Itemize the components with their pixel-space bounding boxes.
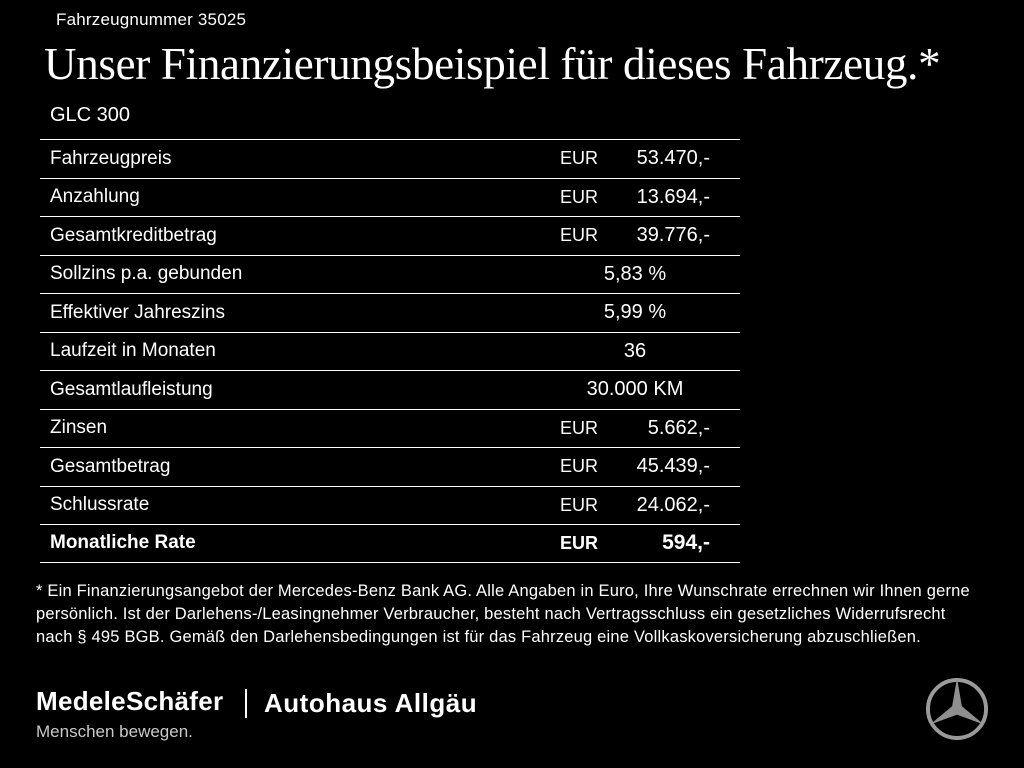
mercedes-star-icon [924,676,990,747]
dealer1-tagline: Menschen bewegen. [36,722,193,741]
row-label: Gesamtbetrag [50,455,171,477]
vehicle-number: Fahrzeugnummer 35025 [56,10,247,29]
row-label: Anzahlung [50,186,140,208]
row-amount: EUR 39.776,- [560,224,740,247]
row-label: Monatliche Rate [50,532,196,554]
row-amount: EUR 594,- [560,531,740,555]
row-value: 5,99 % [603,301,667,324]
row-currency: EUR [560,148,599,169]
row-amount: 36 [560,340,740,363]
row-label: Schlussrate [50,494,150,516]
row-currency: EUR [560,494,599,515]
row-label: Sollzins p.a. gebunden [50,263,243,285]
row-value: 5.662,- [647,416,710,439]
dealer2-name: Autohaus Allgäu [264,688,478,718]
table-row: Gesamtbetrag EUR 45.439,- [40,447,740,486]
table-row: Gesamtlaufleistung 30.000 KM [40,370,740,409]
row-amount: 30.000 KM [560,378,740,401]
table-row: Effektiver Jahreszins 5,99 % [40,293,740,332]
row-currency: EUR [560,417,599,438]
row-value: 5,83 % [603,262,667,285]
row-value: 36 [623,339,647,362]
row-amount: EUR 13.694,- [560,186,740,209]
page-title: Unser Finanzierungsbeispiel für dieses F… [44,39,941,89]
row-value: 24.062,- [636,493,710,516]
row-amount: EUR 24.062,- [560,494,740,517]
dealer1-name: MedeleSchäfer [36,686,224,716]
row-amount: EUR 45.439,- [560,455,740,478]
financing-footnote: * Ein Finanzierungsangebot der Mercedes-… [36,582,970,646]
row-value: 30.000 KM [586,378,684,401]
dealer-medele-schaefer: MedeleSchäfer Menschen bewegen. [36,686,223,742]
table-row: Laufzeit in Monaten 36 [40,331,740,371]
table-row: Zinsen EUR 5.662,- [40,408,740,448]
table-row: Anzahlung EUR 13.694,- [40,177,740,217]
row-label: Zinsen [50,417,108,439]
footer-divider [245,689,247,718]
row-label: Gesamtlaufleistung [50,378,213,400]
table-row: Sollzins p.a. gebunden 5,83 % [40,254,740,294]
row-amount: 5,99 % [560,301,740,324]
row-currency: EUR [560,533,599,554]
row-currency: EUR [560,186,599,207]
row-value: 594,- [662,531,710,555]
row-value: 39.776,- [636,224,710,247]
row-currency: EUR [560,456,599,477]
row-label: Laufzeit in Monaten [50,340,216,362]
financing-table: Fahrzeugpreis EUR 53.470,- Anzahlung EUR… [40,139,740,563]
row-label: Effektiver Jahreszins [50,301,225,323]
row-amount: 5,83 % [560,263,740,286]
row-amount: EUR 53.470,- [560,147,740,170]
vehicle-model: GLC 300 [50,104,131,126]
row-currency: EUR [560,225,599,246]
row-value: 45.439,- [636,455,710,478]
table-row: Gesamtkreditbetrag EUR 39.776,- [40,216,740,255]
table-row: Fahrzeugpreis EUR 53.470,- [40,139,740,178]
table-row-monthly-rate: Monatliche Rate EUR 594,- [40,524,740,563]
footer: MedeleSchäfer Menschen bewegen. Autohaus… [0,676,1024,768]
row-value: 13.694,- [636,185,710,208]
row-label: Fahrzeugpreis [50,147,172,169]
row-amount: EUR 5.662,- [560,417,740,440]
row-label: Gesamtkreditbetrag [50,224,217,246]
table-row: Schlussrate EUR 24.062,- [40,485,740,525]
row-value: 53.470,- [636,147,710,170]
